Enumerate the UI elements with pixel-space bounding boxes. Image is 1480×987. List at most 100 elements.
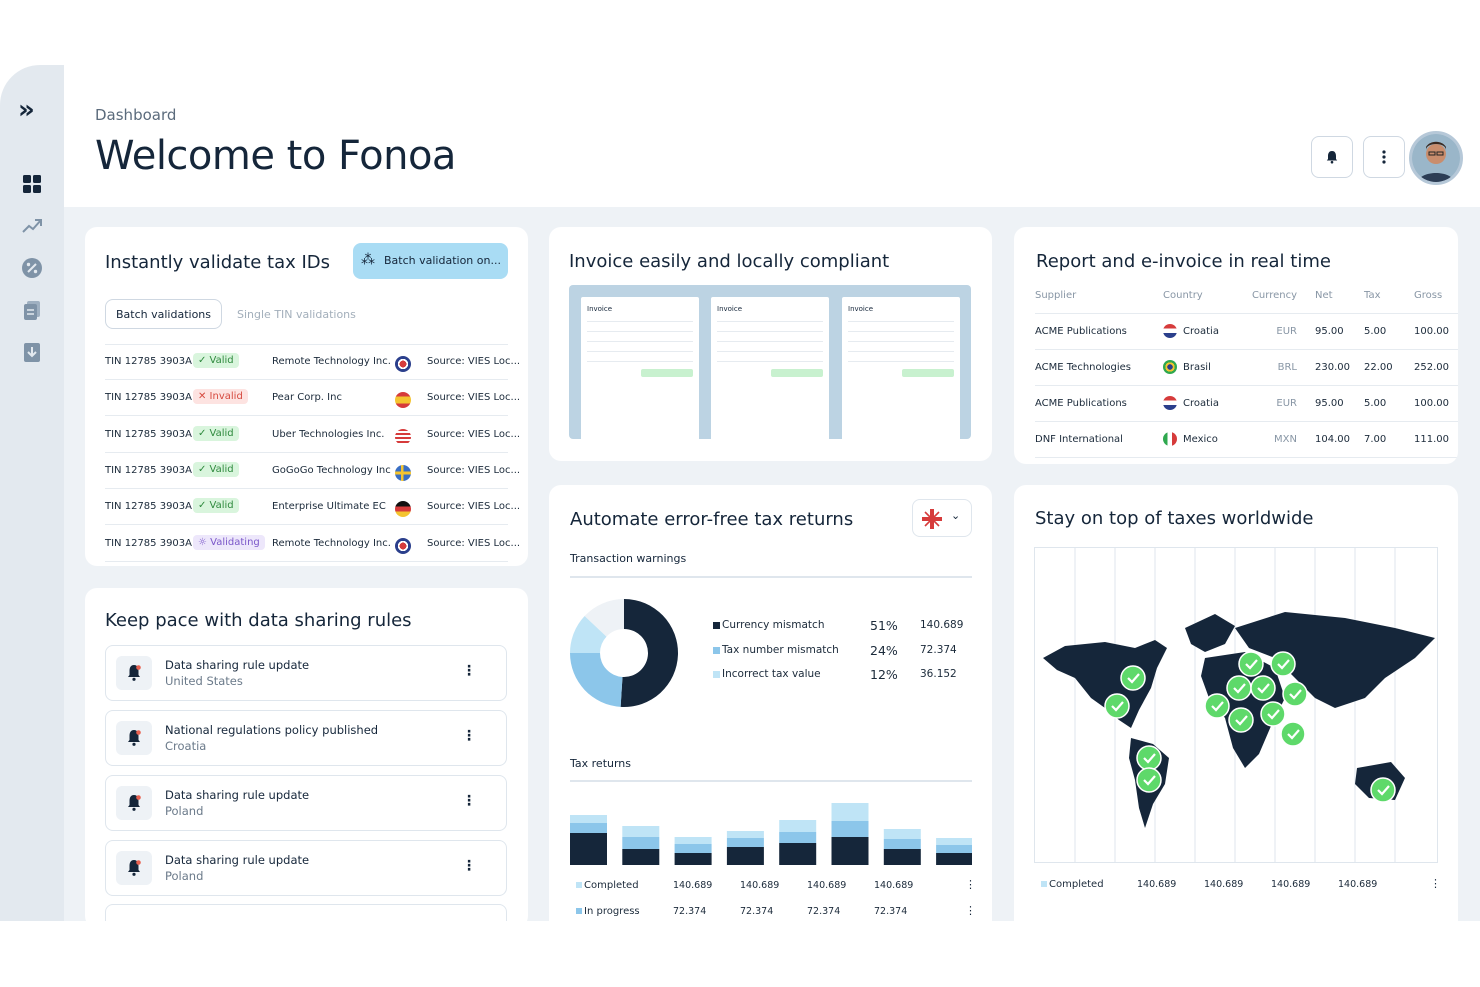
rule-item[interactable]: National regulations policy published Cro… [105, 710, 507, 766]
divider [105, 344, 508, 345]
map-pins [1104, 651, 1396, 803]
completed-pin[interactable] [1270, 651, 1296, 677]
table-row[interactable]: TIN 12785 3903A ✓ Valid Remote Technology … [105, 344, 520, 380]
vertical-dots-icon[interactable]: ⋮ [462, 663, 476, 679]
vertical-dots-icon[interactable]: ⋮ [462, 793, 476, 809]
vertical-dots-icon[interactable]: ⋮ [1430, 877, 1441, 890]
table-row[interactable]: TIN 12785 3903A ✓ Valid Enterprise Ultimat… [105, 489, 520, 526]
column-header: Net [1315, 279, 1364, 314]
company-name: Pear Corp. Inc [272, 392, 342, 404]
tax-returns-label: Tax returns [570, 757, 632, 770]
download-icon[interactable] [21, 341, 43, 363]
footer-value: 140.689 [1204, 879, 1244, 890]
vertical-dots-icon[interactable]: ⋮ [462, 858, 476, 874]
card-title: Stay on top of taxes worldwide [1035, 508, 1314, 529]
completed-pin[interactable] [1136, 745, 1162, 771]
legend-swatch [576, 908, 582, 914]
bell-icon [116, 721, 152, 755]
table-row[interactable]: ACME Technologies Brasil BRL 230.00 22.00 252… [1035, 349, 1458, 386]
rule-title: Data sharing rule update [165, 788, 310, 802]
footer-value: 72.374 [807, 906, 841, 917]
fonoa-logo[interactable]: » [18, 95, 35, 125]
notifications-button[interactable] [1311, 136, 1353, 178]
table-row[interactable]: TIN 12785 3903A ✓ Valid GoGoGo Technology … [105, 453, 520, 489]
trend-icon[interactable] [21, 215, 43, 237]
bar-segment [936, 845, 972, 853]
country-name: Croatia [1183, 326, 1219, 337]
table-row[interactable]: TIN 12785 3903A ☼ Validating Remote Techno… [105, 526, 520, 562]
country-selector[interactable]: ⌄ [912, 499, 972, 537]
invoice-sheet-title: Invoice [848, 305, 874, 313]
completed-pin[interactable] [1120, 665, 1146, 691]
batch-validation-button[interactable]: ⁂ Batch validation on... [353, 243, 508, 279]
more-options-button[interactable] [1363, 136, 1405, 178]
completed-pin[interactable] [1370, 777, 1396, 803]
rule-item[interactable]: Data sharing rule update Poland ⋮ [105, 840, 507, 896]
completed-pin[interactable] [1282, 681, 1308, 707]
footer-value: 72.374 [673, 906, 707, 917]
user-avatar[interactable] [1409, 131, 1463, 185]
completed-pin[interactable] [1228, 707, 1254, 733]
source-text: Source: VIES Loc... [427, 537, 521, 549]
rule-item[interactable]: Data sharing rule update United States ⋮ [105, 645, 507, 701]
completed-pin[interactable] [1226, 675, 1252, 701]
legend-label: Currency mismatch [722, 619, 825, 631]
tab-single-tin-validations[interactable]: Single TIN validations [237, 308, 356, 321]
invoice-total-highlight [902, 369, 954, 377]
invoice-line [587, 321, 693, 322]
tab-batch-validations[interactable]: Batch validations [105, 299, 223, 329]
vertical-dots-icon[interactable]: ⋮ [965, 878, 976, 891]
footer-label: Completed [1049, 879, 1104, 890]
divider [570, 576, 972, 578]
data-sharing-rules-card: Keep pace with data sharing rules Data s… [85, 588, 528, 921]
table-row[interactable]: ACME Publications Croatia EUR 95.00 5.00 100.… [1035, 313, 1458, 350]
completed-pin[interactable] [1204, 693, 1230, 719]
bell-icon [1326, 151, 1338, 164]
warnings-donut-chart [570, 599, 678, 707]
dashboard-icon[interactable] [21, 173, 43, 195]
table-row[interactable]: TIN 12785 3903A ✓ Valid Uber Technologies … [105, 417, 520, 453]
invoice-total-highlight [771, 369, 823, 377]
net-cell: 95.00 [1315, 313, 1364, 350]
rule-item[interactable]: Data sharing rule update Poland ⋮ [105, 775, 507, 831]
rule-item-partial[interactable] [105, 904, 507, 921]
footer-value: 140.689 [1271, 879, 1311, 890]
invoice-line [848, 331, 954, 332]
bar-segment [726, 847, 764, 865]
bar-segment [831, 803, 869, 821]
bar-segment [831, 821, 869, 837]
percent-icon[interactable] [21, 257, 43, 279]
world-map [1043, 548, 1435, 862]
completed-pin[interactable] [1136, 767, 1162, 793]
completed-pin[interactable] [1260, 701, 1286, 727]
table-row[interactable]: TIN 12785 3903A ✕ Invalid Pear Corp. Inc So… [105, 380, 520, 417]
breadcrumb[interactable]: Dashboard [95, 106, 177, 124]
completed-pin[interactable] [1104, 693, 1130, 719]
hr-flag-icon [1163, 396, 1177, 410]
vertical-dots-icon[interactable]: ⋮ [965, 904, 976, 917]
source-text: Source: VIES Loc... [427, 464, 521, 476]
table-row[interactable]: ACME Publications Croatia EUR 95.00 5.00 100.… [1035, 385, 1458, 422]
world-map-panel [1034, 547, 1438, 863]
footer-label: In progress [584, 906, 640, 917]
status-badge: ☼ Validating [193, 534, 265, 550]
vertical-dots-icon[interactable]: ⋮ [462, 728, 476, 744]
table-header-row: Supplier Country Currency Net Tax Gross [1035, 279, 1458, 314]
supplier-cell: DNF International [1035, 421, 1163, 458]
table-row[interactable]: DNF International Mexico MXN 104.00 7.00 111.… [1035, 421, 1458, 458]
footer-value: 72.374 [874, 906, 908, 917]
status-badge: ✓ Valid [193, 425, 239, 441]
completed-pin[interactable] [1280, 721, 1306, 747]
uk-flag-icon [922, 509, 942, 529]
documents-icon[interactable] [21, 299, 43, 321]
country-cell: Croatia [1163, 385, 1251, 422]
donut-slice [570, 653, 623, 707]
bar-segment [726, 838, 764, 847]
completed-pin[interactable] [1238, 651, 1264, 677]
footer-value: 140.689 [1338, 879, 1378, 890]
tin-number: TIN 12785 3903A [105, 356, 192, 367]
tax-cell: 22.00 [1364, 349, 1414, 386]
status-badge: ✕ Invalid [193, 389, 248, 405]
tin-number: TIN 12785 3903A [105, 428, 192, 440]
completed-pin[interactable] [1250, 675, 1276, 701]
